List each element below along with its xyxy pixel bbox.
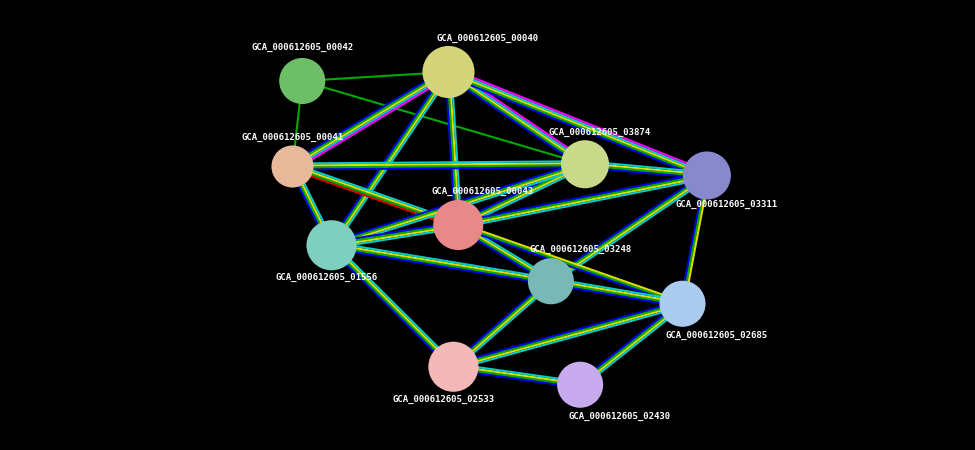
Circle shape [562, 141, 608, 187]
Text: GCA_000612605_03248: GCA_000612605_03248 [529, 245, 631, 254]
Circle shape [429, 343, 478, 391]
Text: GCA_000612605_03874: GCA_000612605_03874 [549, 128, 650, 137]
Text: GCA_000612605_02430: GCA_000612605_02430 [568, 412, 670, 421]
Text: GCA_000612605_00043: GCA_000612605_00043 [432, 187, 533, 196]
Circle shape [272, 147, 313, 186]
Circle shape [280, 59, 325, 103]
Text: GCA_000612605_00040: GCA_000612605_00040 [437, 34, 538, 43]
Circle shape [434, 201, 483, 249]
Circle shape [528, 259, 573, 303]
Circle shape [558, 363, 603, 407]
Circle shape [660, 282, 705, 326]
Circle shape [307, 221, 356, 269]
Text: GCA_000612605_01556: GCA_000612605_01556 [276, 273, 377, 282]
Text: GCA_000612605_00042: GCA_000612605_00042 [252, 43, 353, 52]
Text: GCA_000612605_03311: GCA_000612605_03311 [676, 200, 777, 209]
Circle shape [423, 47, 474, 97]
Text: GCA_000612605_02685: GCA_000612605_02685 [666, 331, 767, 340]
Text: GCA_000612605_02533: GCA_000612605_02533 [393, 395, 494, 404]
Circle shape [683, 153, 730, 198]
Text: GCA_000612605_00041: GCA_000612605_00041 [242, 133, 343, 142]
